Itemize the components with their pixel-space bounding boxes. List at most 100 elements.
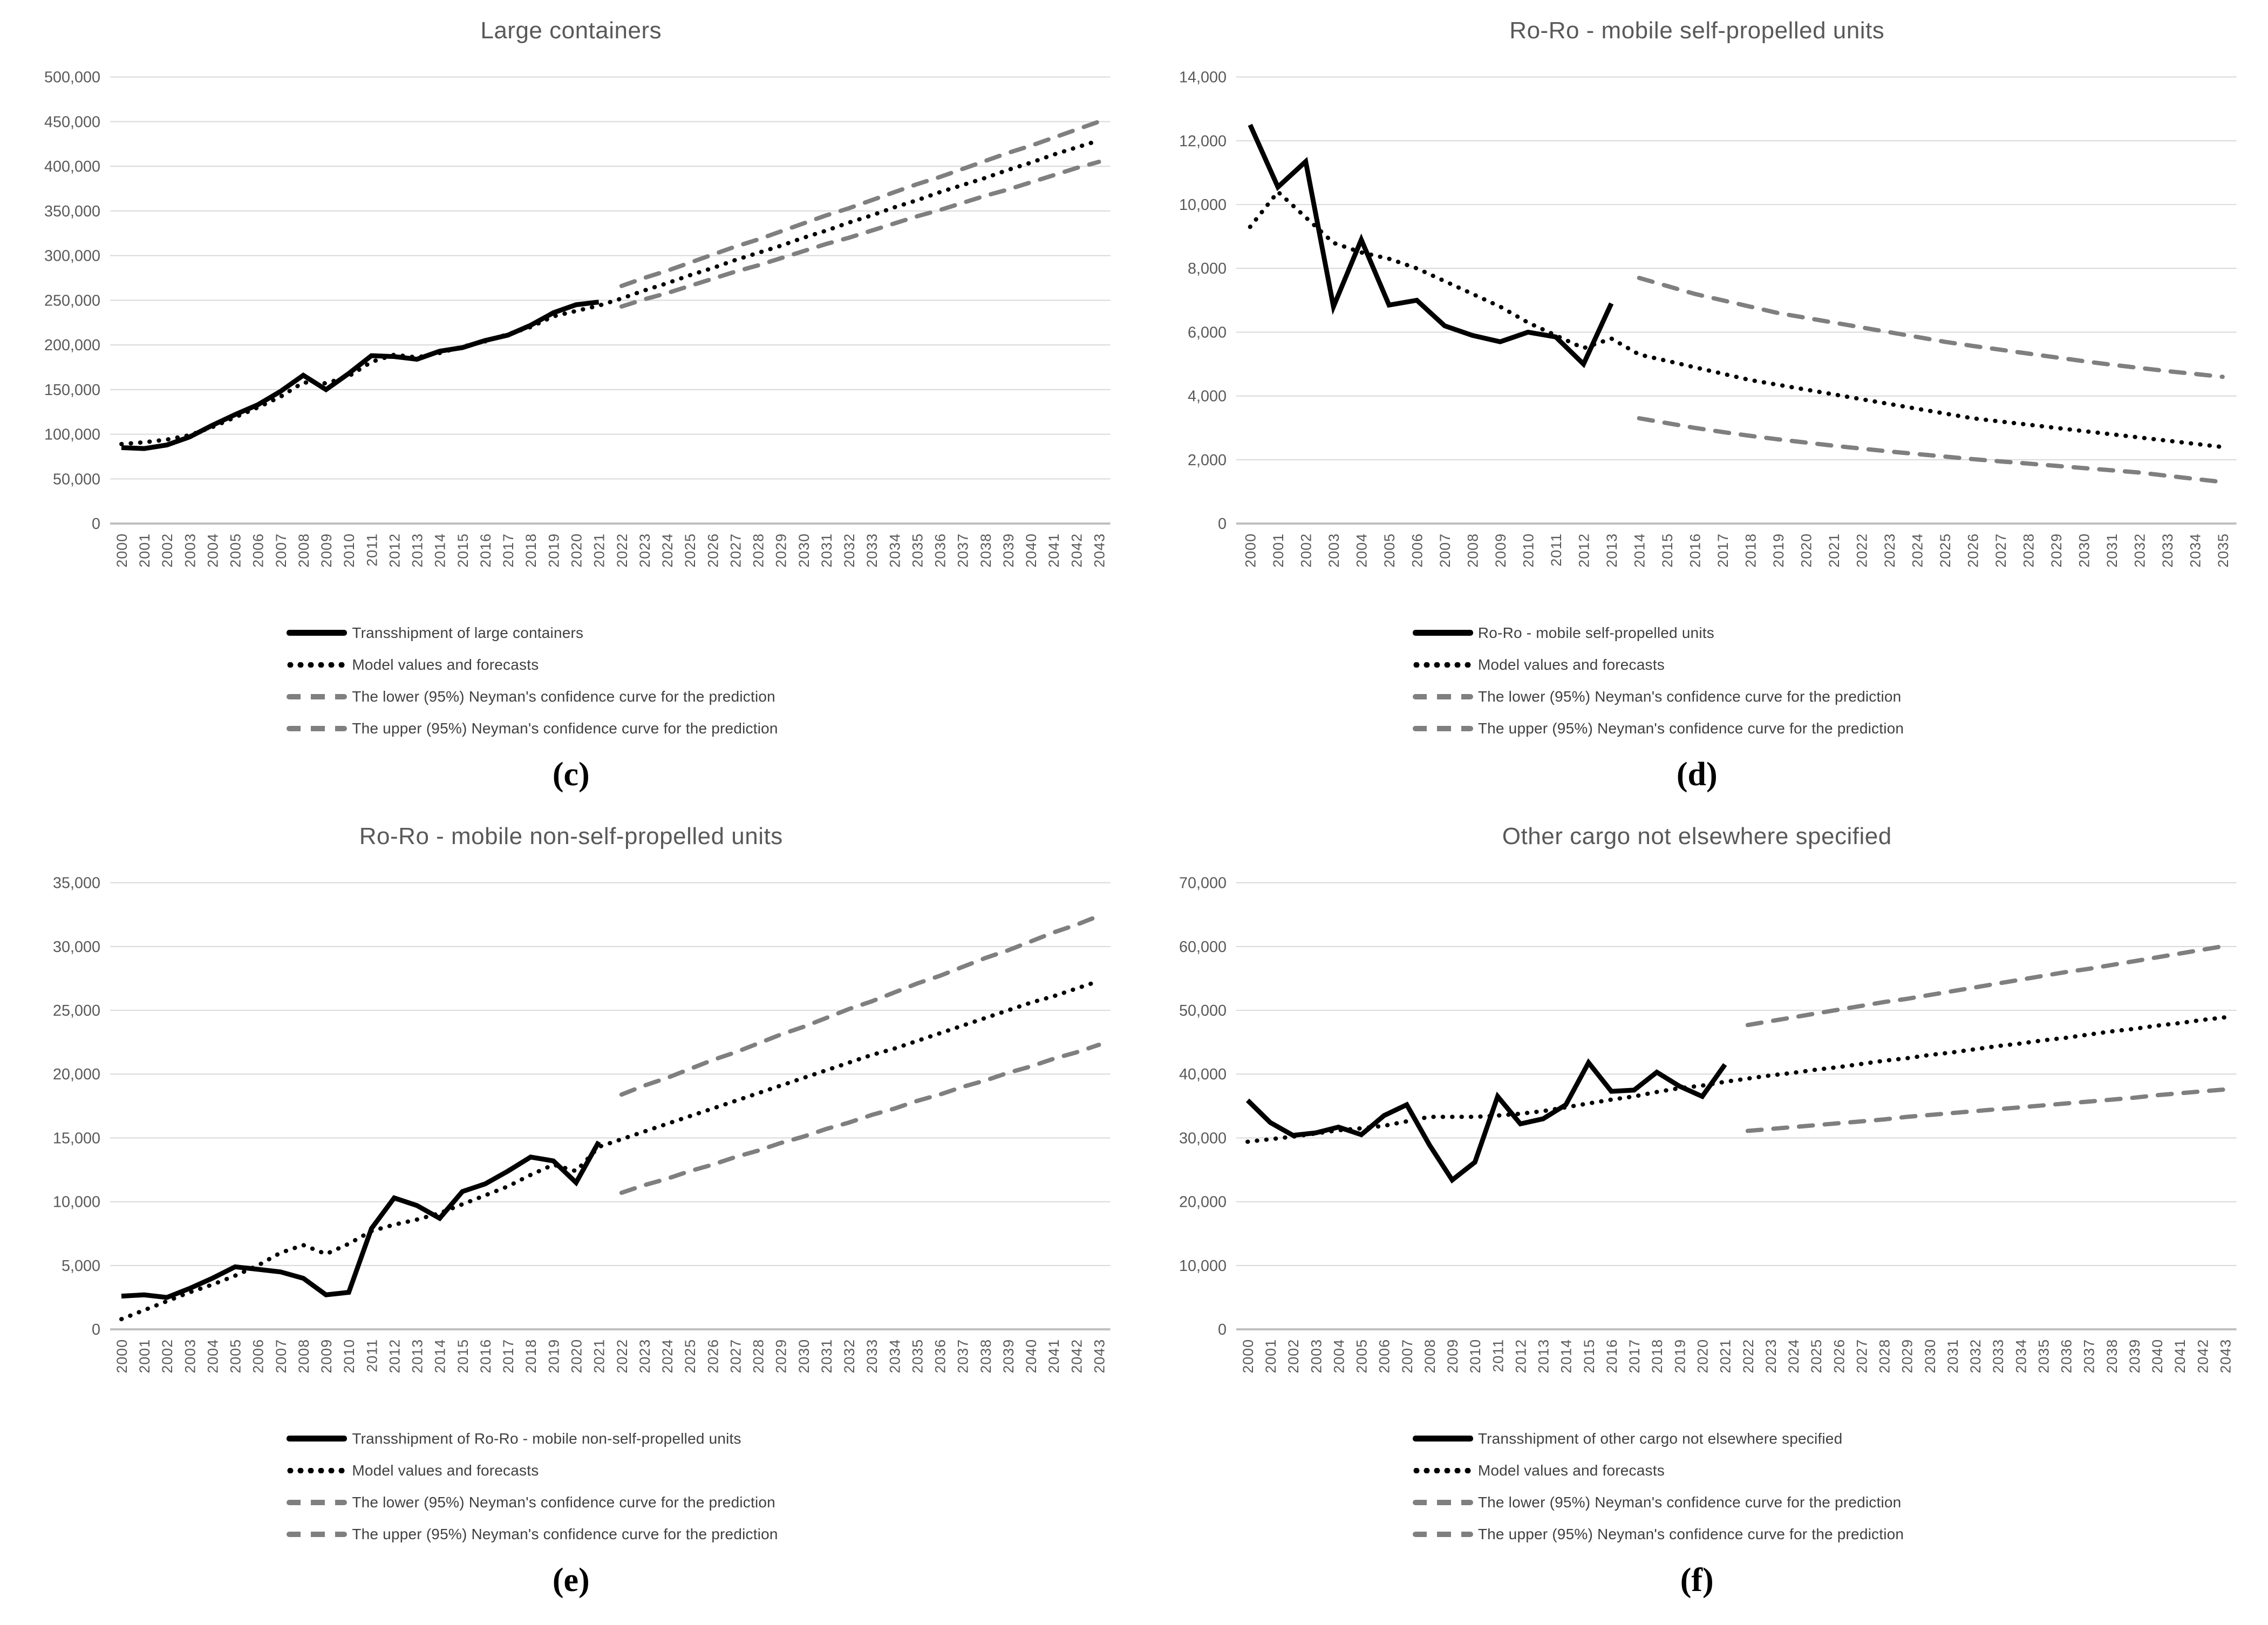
svg-text:2032: 2032	[2131, 533, 2148, 568]
svg-text:2007: 2007	[1437, 533, 1453, 568]
dotted-line-swatch	[1412, 662, 1473, 668]
legend-item-lower: The lower (95%) Neyman's confidence curv…	[287, 688, 1118, 705]
svg-text:2004: 2004	[205, 533, 221, 568]
svg-text:2014: 2014	[1558, 1339, 1574, 1374]
legend-item-model: Model values and forecasts	[1412, 1461, 2244, 1479]
svg-text:2012: 2012	[386, 1339, 403, 1374]
svg-text:2040: 2040	[1023, 1339, 1039, 1374]
legend-label: Ro-Ro - mobile self-propelled units	[1477, 624, 1714, 641]
legend-item-lower: The lower (95%) Neyman's confidence curv…	[1412, 688, 2244, 705]
svg-text:2003: 2003	[1308, 1339, 1324, 1374]
chart-plot-large-containers: 0 50,000 100,000 150,000 200,000 250,000 300,0…	[44, 69, 1111, 568]
svg-text:2000: 2000	[1239, 1339, 1256, 1374]
svg-text:2041: 2041	[1046, 533, 1062, 568]
svg-text:2019: 2019	[546, 533, 562, 568]
svg-text:2027: 2027	[727, 533, 744, 568]
legend-label: Model values and forecasts	[1477, 1461, 1665, 1479]
legend-label: The lower (95%) Neyman's confidence curv…	[1477, 688, 1902, 705]
svg-text:2010: 2010	[1467, 1339, 1483, 1374]
dotted-line-swatch	[1412, 1467, 1473, 1473]
svg-text:100,000: 100,000	[44, 426, 100, 444]
svg-text:50,000: 50,000	[53, 471, 100, 488]
svg-text:2023: 2023	[1881, 533, 1897, 568]
svg-text:20,000: 20,000	[53, 1066, 100, 1083]
chart-plot-roro-non-self-propelled: 0 5,000 10,000 15,000 20,000 25,000 30,000 35,0…	[53, 875, 1111, 1374]
svg-text:200,000: 200,000	[44, 337, 100, 354]
legend-label: Model values and forecasts	[352, 656, 539, 673]
svg-text:2042: 2042	[1068, 533, 1085, 568]
dashed-line-swatch	[1412, 693, 1473, 699]
svg-text:2016: 2016	[478, 1339, 494, 1374]
svg-text:2015: 2015	[1659, 533, 1675, 568]
svg-text:2012: 2012	[386, 533, 403, 568]
svg-text:2006: 2006	[1376, 1339, 1392, 1374]
svg-text:2001: 2001	[137, 1339, 153, 1374]
svg-text:2028: 2028	[751, 533, 767, 568]
legend-item-actual: Transshipment of other cargo not elsewhe…	[1412, 1430, 2244, 1447]
svg-text:2019: 2019	[1770, 533, 1786, 568]
svg-text:2032: 2032	[841, 1339, 857, 1374]
svg-text:2031: 2031	[819, 533, 835, 568]
svg-text:2017: 2017	[500, 533, 516, 568]
svg-text:2013: 2013	[1535, 1339, 1551, 1374]
svg-text:2000: 2000	[114, 1339, 130, 1374]
legend-label: The upper (95%) Neyman's confidence curv…	[352, 1525, 778, 1542]
chart-plot-roro-self-propelled: 0 2,000 4,000 6,000 8,000 10,000 12,000 14,000 2…	[1179, 69, 2237, 568]
svg-text:2007: 2007	[1399, 1339, 1415, 1374]
chart-legend-roro-non-self-propelled: Transshipment of Ro-Ro - mobile non-self…	[287, 1430, 1118, 1543]
svg-text:2021: 2021	[591, 533, 608, 568]
solid-line-swatch	[1412, 1436, 1473, 1442]
legend-label: The lower (95%) Neyman's confidence curv…	[1477, 1493, 1902, 1511]
svg-text:2031: 2031	[819, 1339, 835, 1374]
legend-item-lower: The lower (95%) Neyman's confidence curv…	[1412, 1493, 2244, 1511]
svg-text:2003: 2003	[182, 1339, 198, 1374]
svg-text:2013: 2013	[410, 1339, 426, 1374]
svg-text:2008: 2008	[296, 533, 312, 568]
svg-text:2024: 2024	[659, 533, 676, 568]
svg-text:2011: 2011	[364, 533, 380, 567]
legend-label: Model values and forecasts	[352, 1461, 539, 1479]
svg-text:2004: 2004	[205, 1339, 221, 1374]
svg-text:2024: 2024	[1786, 1339, 1802, 1374]
svg-text:2041: 2041	[2172, 1339, 2188, 1374]
svg-text:2028: 2028	[2020, 533, 2037, 568]
legend-item-model: Model values and forecasts	[287, 656, 1118, 674]
svg-text:2037: 2037	[955, 533, 971, 568]
svg-text:2003: 2003	[1326, 533, 1342, 568]
svg-text:2007: 2007	[273, 1339, 289, 1374]
svg-text:2025: 2025	[1808, 1339, 1824, 1374]
svg-text:2006: 2006	[250, 1339, 267, 1374]
svg-text:2002: 2002	[1285, 1339, 1302, 1374]
svg-text:2025: 2025	[682, 533, 698, 568]
panel-other-cargo: Other cargo not elsewhere specified 0 10,…	[1150, 815, 2244, 1600]
svg-text:0: 0	[92, 515, 100, 533]
svg-text:2028: 2028	[1876, 1339, 1892, 1374]
svg-text:2017: 2017	[1626, 1339, 1643, 1374]
svg-text:2034: 2034	[887, 533, 903, 568]
svg-text:2027: 2027	[1854, 1339, 1870, 1374]
legend-item-upper: The upper (95%) Neyman's confidence curv…	[287, 720, 1118, 737]
legend-item-actual: Transshipment of large containers	[287, 624, 1118, 642]
svg-text:10,000: 10,000	[1179, 1257, 1226, 1275]
svg-text:2007: 2007	[273, 533, 289, 568]
svg-text:60,000: 60,000	[1179, 939, 1226, 956]
svg-text:2013: 2013	[1603, 533, 1619, 568]
svg-text:2039: 2039	[1000, 533, 1017, 568]
svg-text:25,000: 25,000	[53, 1002, 100, 1019]
svg-text:2010: 2010	[341, 533, 357, 568]
svg-text:2035: 2035	[2035, 1339, 2052, 1374]
svg-text:2019: 2019	[546, 1339, 562, 1374]
svg-text:12,000: 12,000	[1179, 133, 1226, 150]
legend-label: The upper (95%) Neyman's confidence curv…	[352, 719, 778, 737]
svg-text:2008: 2008	[1421, 1339, 1438, 1374]
svg-text:2010: 2010	[1520, 533, 1536, 568]
svg-text:2005: 2005	[228, 533, 244, 568]
svg-text:2015: 2015	[455, 1339, 471, 1374]
svg-text:2022: 2022	[614, 1339, 630, 1374]
svg-text:2017: 2017	[500, 1339, 516, 1374]
svg-text:2002: 2002	[1298, 533, 1314, 568]
legend-label: Transshipment of other cargo not elsewhe…	[1477, 1430, 1843, 1447]
svg-text:2012: 2012	[1513, 1339, 1529, 1374]
svg-text:8,000: 8,000	[1187, 260, 1226, 277]
panel-roro-self-propelled: Ro-Ro - mobile self-propelled units 0 2,0…	[1150, 10, 2244, 794]
